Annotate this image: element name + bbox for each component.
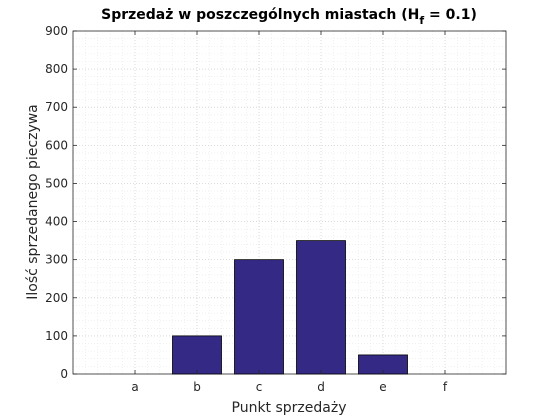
- x-tick-label: b: [193, 380, 201, 394]
- y-tick-label: 200: [45, 291, 68, 305]
- x-tick-label: d: [317, 380, 325, 394]
- chart-title-subscript: f: [419, 14, 424, 27]
- chart-title-main: Sprzedaż w poszczególnych miastach (H: [101, 7, 419, 23]
- y-axis-label: Ilość sprzedanego pieczywa: [25, 104, 41, 300]
- plot-frame: [72, 30, 507, 375]
- x-tick-label: f: [443, 380, 448, 394]
- y-tick-label: 300: [45, 253, 68, 267]
- y-tick-label: 900: [45, 24, 68, 38]
- y-tick-label: 0: [60, 367, 68, 381]
- ticks-layer: 0 100 200 300 400 500 600 700 800 900 a b c d e f: [45, 24, 506, 394]
- y-tick-label: 700: [45, 100, 68, 114]
- chart-title: Sprzedaż w poszczególnych miastach (Hf =…: [101, 7, 477, 27]
- x-tick-label: e: [379, 380, 386, 394]
- chart-title-tail: = 0.1): [424, 7, 477, 23]
- x-axis-label: Punkt sprzedaży: [232, 400, 347, 416]
- bar-d: [296, 240, 346, 375]
- y-tick-label: 600: [45, 138, 68, 152]
- x-tick-label: a: [131, 380, 138, 394]
- bar-b: [172, 335, 222, 375]
- y-tick-label: 100: [45, 329, 68, 343]
- x-tick-label: c: [256, 380, 263, 394]
- grid-layer: [73, 31, 506, 374]
- y-tick-label: 500: [45, 176, 68, 190]
- bars-layer: [172, 240, 408, 375]
- bar-c: [234, 259, 284, 375]
- y-tick-label: 400: [45, 215, 68, 229]
- y-tick-label: 800: [45, 62, 68, 76]
